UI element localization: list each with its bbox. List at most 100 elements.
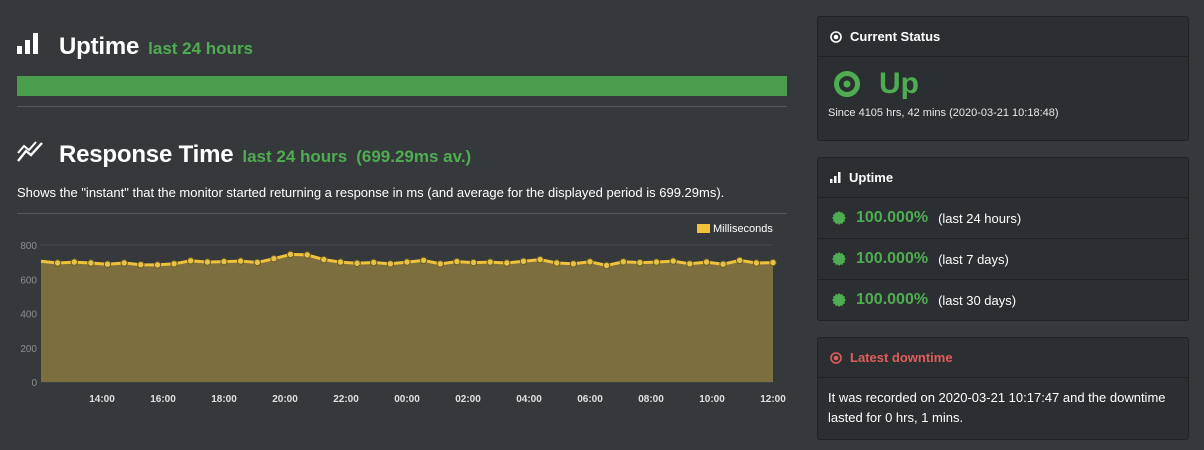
response-time-title: Response Time	[59, 141, 234, 168]
x-tick-label: 12:00	[760, 394, 786, 405]
uptime-subtitle: last 24 hours	[148, 39, 254, 58]
data-point	[270, 255, 278, 263]
uptime-percent: 100.000%	[856, 250, 929, 267]
data-point	[769, 258, 777, 267]
uptime-row: 100.000% (last 24 hours)	[818, 198, 1188, 239]
data-point	[569, 260, 578, 268]
data-point	[370, 258, 378, 267]
data-point	[137, 261, 145, 269]
data-point	[519, 257, 528, 265]
bar-chart-icon	[830, 172, 841, 183]
x-tick-label: 22:00	[333, 394, 359, 405]
uptime-percent: 100.000%	[856, 291, 929, 308]
uptime-period: (last 7 days)	[938, 251, 1009, 267]
data-point	[419, 256, 428, 265]
current-status-title: Current Status	[850, 29, 941, 44]
x-tick-label: 18:00	[211, 394, 237, 405]
divider	[17, 106, 787, 107]
legend-swatch	[697, 224, 710, 233]
uptime-percent: 100.000%	[856, 209, 929, 226]
uptime-row: 100.000% (last 7 days)	[818, 239, 1188, 280]
bar-chart-icon	[17, 32, 43, 56]
x-tick-label: 08:00	[638, 394, 664, 405]
data-point	[719, 260, 727, 268]
uptime-panel-header: Uptime	[818, 158, 1188, 198]
data-point	[70, 258, 78, 266]
line-chart-icon	[17, 140, 43, 164]
response-time-chart: 0 200 400 600 800 14:00 16:00 18:00 20:00 22:00 00…	[20, 223, 786, 405]
status-up-icon	[833, 70, 861, 98]
x-tick-label: 02:00	[455, 394, 481, 405]
data-point	[120, 259, 128, 267]
certificate-icon	[832, 293, 846, 307]
y-tick-label: 0	[31, 378, 37, 389]
data-point	[320, 255, 328, 264]
data-point	[586, 258, 594, 266]
data-point	[503, 259, 511, 267]
uptime-row: 100.000% (last 30 days)	[818, 280, 1188, 320]
data-point	[303, 251, 311, 259]
data-point	[536, 255, 544, 264]
data-point	[203, 258, 212, 266]
y-tick-label: 600	[20, 275, 37, 286]
response-time-description: Shows the "instant" that the monitor sta…	[17, 185, 725, 200]
data-point	[386, 260, 395, 268]
y-tick-label: 200	[20, 344, 37, 355]
x-tick-label: 06:00	[577, 394, 603, 405]
data-point	[752, 259, 761, 267]
data-point	[103, 260, 112, 268]
response-time-average: (699.29ms av.)	[356, 147, 472, 166]
status-since: Since 4105 hrs, 42 mins (2020-03-21 10:1…	[828, 107, 1059, 119]
data-point	[553, 259, 561, 267]
uptime-bar	[17, 76, 787, 96]
x-tick-label: 00:00	[394, 394, 420, 405]
data-point	[87, 259, 95, 267]
status-text: Up	[879, 67, 919, 100]
y-tick-label: 800	[20, 241, 37, 252]
status-row: Up	[818, 57, 1188, 101]
x-tick-label: 04:00	[516, 394, 542, 405]
data-point	[652, 258, 661, 266]
x-tick-label: 14:00	[89, 394, 115, 405]
uptime-panel-title: Uptime	[849, 170, 894, 185]
data-point	[453, 257, 461, 266]
data-point	[53, 259, 62, 267]
data-point	[436, 260, 444, 268]
legend-label: Milliseconds	[713, 223, 773, 235]
circle-dot-icon	[830, 351, 842, 364]
latest-downtime-header: Latest downtime	[818, 338, 1188, 378]
data-point	[669, 257, 677, 265]
data-point	[187, 257, 195, 265]
data-point	[686, 260, 694, 268]
data-point	[253, 258, 262, 267]
data-point	[403, 258, 411, 266]
uptime-title: Uptime	[59, 33, 140, 60]
data-point	[736, 256, 744, 265]
data-point	[336, 258, 345, 266]
certificate-icon	[832, 252, 846, 266]
data-point	[486, 258, 494, 266]
y-tick-label: 400	[20, 310, 37, 321]
latest-downtime-title: Latest downtime	[850, 350, 953, 365]
uptime-period: (last 30 days)	[938, 292, 1017, 308]
certificate-icon	[832, 211, 846, 225]
x-tick-label: 20:00	[272, 394, 298, 405]
data-point	[153, 261, 162, 269]
latest-downtime-text: It was recorded on 2020-03-21 10:17:47 a…	[828, 390, 1166, 425]
data-point	[619, 258, 627, 266]
current-status-panel: Current Status Up Since 4105 hrs, 42 min…	[817, 16, 1189, 141]
data-point	[286, 250, 295, 259]
latest-downtime-panel: Latest downtime It was recorded on 2020-…	[817, 337, 1189, 440]
data-point	[636, 258, 644, 267]
data-point	[469, 258, 478, 267]
data-point	[236, 257, 245, 265]
data-point	[220, 257, 228, 266]
uptime-period: (last 24 hours)	[938, 210, 1022, 226]
data-point	[602, 261, 611, 270]
divider	[17, 213, 787, 214]
series-area	[41, 254, 773, 382]
circle-dot-icon	[830, 30, 842, 43]
x-tick-label: 10:00	[699, 394, 725, 405]
response-time-header: Response Time last 24 hours (699.29ms av…	[17, 140, 471, 169]
response-time-subtitle: last 24 hours	[242, 147, 348, 166]
